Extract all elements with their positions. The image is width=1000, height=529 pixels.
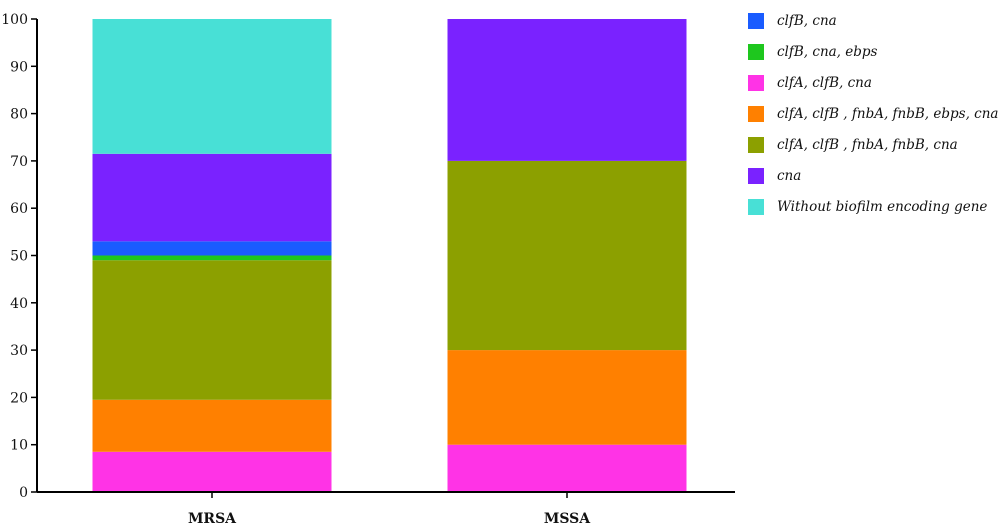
legend-item: clfA, clfB, cna [748,68,998,99]
legend-swatch [748,75,764,92]
bar-segment-mrsa-1 [92,399,332,452]
legend-label: cna [777,167,802,184]
bar-segment-mrsa-6 [92,19,332,154]
y-tick-label-90: 90 [10,59,28,75]
axes-layer: 0 10 20 30 40 50 60 70 80 90 100 MRSA MSSA [1,12,735,527]
category-label-mrsa: MRSA [188,511,237,527]
legend-item: clfB, cna, ebps [748,37,998,68]
stacked-bar-chart: 0 10 20 30 40 50 60 70 80 90 100 MRSA MSSA [1,12,735,527]
y-tick-label-40: 40 [10,296,28,312]
legend-label: clfA, clfB , fnbA, fnbB, cna [777,137,958,153]
y-tick-label-100: 100 [1,12,28,28]
legend-label: clfB, cna, ebps [777,44,878,61]
category-label-mssa: MSSA [544,511,591,527]
legend-item: cna [748,160,998,191]
legend-swatch [748,167,764,184]
legend-item: clfB, cna [748,6,998,37]
bar-segment-mssa-1 [447,350,687,445]
legend: clfB, cna clfB, cna, ebps clfA, clfB, cna c… [748,6,998,222]
legend-label: clfA, clfB , fnbA, fnbB, ebps, cna [777,106,999,123]
legend-swatch [748,106,764,123]
legend-swatch [748,44,764,61]
legend-item: Without biofilm encoding gene [748,191,998,222]
bar-segment-mrsa-2 [92,260,332,400]
legend-item: clfA, clfB , fnbA, fnbB, cna [748,130,998,161]
legend-label: clfB, cna [777,13,837,30]
bar-segment-mrsa-3 [92,255,332,261]
y-tick-label-70: 70 [10,154,28,170]
bars-layer [92,19,687,492]
bar-segment-mssa-0 [447,444,687,492]
y-tick-label-60: 60 [10,201,28,217]
bar-segment-mrsa-5 [92,153,332,242]
y-tick-label-80: 80 [10,107,28,123]
legend-swatch [748,198,764,215]
legend-label: clfA, clfB, cna [777,75,872,92]
y-tick-label-20: 20 [10,390,28,406]
bar-segment-mssa-2 [447,160,687,351]
bar-segment-mrsa-0 [92,451,332,492]
y-tick-label-10: 10 [10,438,28,454]
legend-swatch [748,137,764,153]
legend-item: clfA, clfB , fnbA, fnbB, ebps, cna [748,99,998,130]
legend-swatch [748,13,764,30]
y-tick-label-30: 30 [10,343,28,359]
bar-segment-mrsa-4 [92,241,332,256]
legend-label: Without biofilm encoding gene [777,198,988,215]
bar-segment-mssa-5 [447,19,687,161]
y-tick-label-0: 0 [19,485,28,501]
y-tick-label-50: 50 [10,249,28,265]
